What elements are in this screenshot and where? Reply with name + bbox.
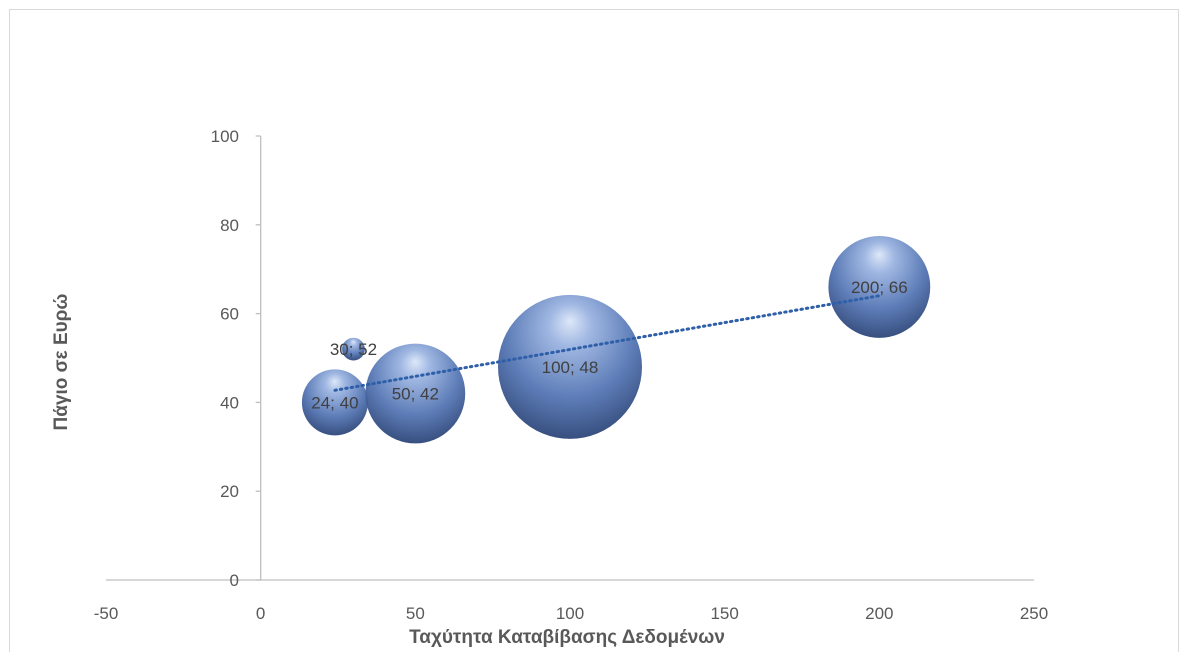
bubble (498, 294, 642, 439)
bubble (828, 236, 931, 338)
y-tick-label: 80 (220, 216, 239, 235)
y-tick-label: 40 (220, 393, 239, 412)
bubble (342, 337, 365, 361)
x-tick-label: 200 (865, 604, 893, 623)
bubble-data-label: 30; 52 (330, 340, 377, 359)
x-axis-title: Ταχύτητα Καταβίβασης Δεδομένων (409, 627, 725, 648)
x-tick-label: -50 (94, 604, 119, 623)
bubble-data-label: 100; 48 (542, 358, 599, 377)
trendline (333, 294, 881, 392)
x-tick-label: 50 (406, 604, 425, 623)
y-tick-label: 100 (211, 127, 239, 146)
y-tick-label: 60 (220, 305, 239, 324)
bubble-data-label: 200; 66 (851, 278, 908, 297)
x-tick-label: 0 (256, 604, 265, 623)
x-tick-label: 100 (556, 604, 584, 623)
bubble-data-label: 50; 42 (392, 385, 439, 404)
y-tick-label: 0 (230, 571, 239, 590)
x-tick-label: 150 (710, 604, 738, 623)
y-axis-title: Πάγιο σε Ευρώ (51, 294, 72, 431)
y-tick-label: 20 (220, 482, 239, 501)
bubble (365, 343, 466, 444)
x-tick-label: 250 (1020, 604, 1048, 623)
bubble (301, 369, 368, 436)
bubble-data-label: 24; 40 (311, 393, 358, 412)
